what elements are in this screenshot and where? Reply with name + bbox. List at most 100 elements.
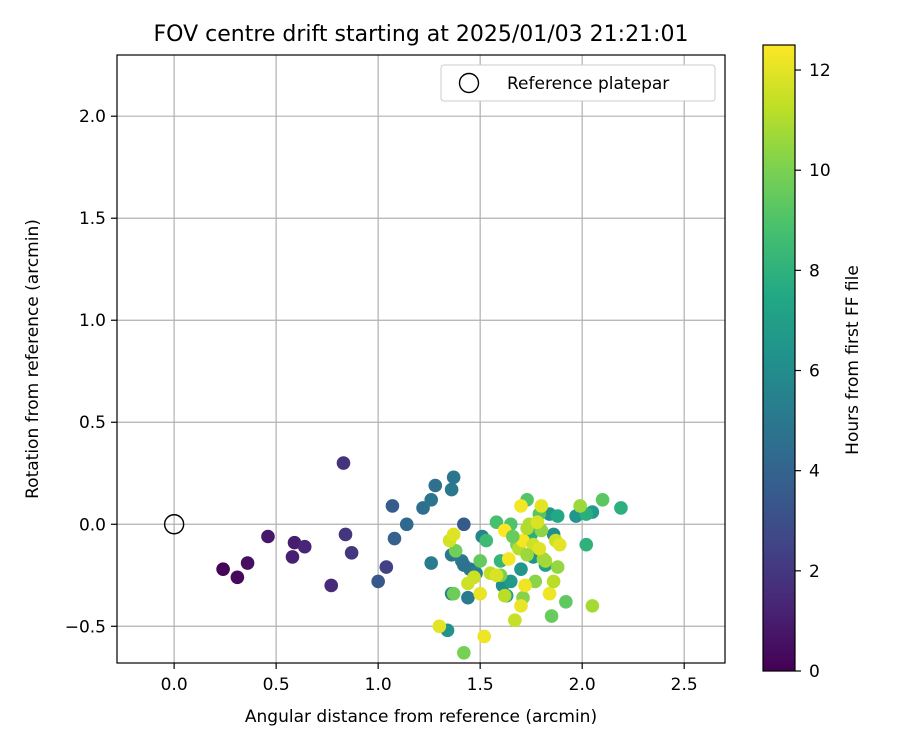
data-point [569, 509, 583, 523]
data-point [379, 560, 394, 574]
colorbar [762, 44, 796, 672]
data-point [477, 629, 492, 644]
data-point [506, 529, 520, 544]
colorbar-tick-label: 8 [809, 261, 820, 281]
x-axis-ticks: 0.0 0.5 1.0 1.5 2.0 2.5 [161, 663, 698, 695]
data-point [285, 550, 300, 564]
colorbar-ticks: 0 2 4 6 8 10 12 [795, 61, 831, 682]
data-point [424, 492, 439, 507]
data-point [344, 546, 359, 560]
colorbar-tick-label: 2 [809, 562, 820, 582]
data-point [530, 515, 545, 530]
data-point [336, 456, 351, 470]
data-point [559, 594, 573, 609]
data-point [457, 645, 471, 660]
data-point [514, 499, 528, 513]
data-point [579, 537, 594, 552]
grid-lines [117, 55, 725, 663]
data-point [585, 599, 600, 613]
data-point [520, 521, 534, 536]
x-tick-label: 1.5 [467, 675, 494, 695]
x-tick-label: 2.5 [671, 675, 698, 695]
data-point [573, 499, 587, 513]
data-point [338, 527, 353, 542]
y-axis-label: Rotation from reference (arcmin) [23, 219, 43, 499]
legend: Reference platepar [440, 64, 716, 102]
data-point [240, 556, 255, 570]
data-point [461, 590, 475, 605]
data-point [387, 531, 402, 546]
data-point [287, 535, 302, 550]
y-axis-ticks: −0.5 0.0 0.5 1.0 1.5 2.0 [65, 107, 117, 637]
colorbar-tick-label: 6 [809, 362, 820, 382]
data-point [446, 527, 461, 542]
data-point [385, 499, 400, 513]
data-point [514, 599, 528, 613]
x-tick-label: 2.0 [569, 675, 596, 695]
data-point [614, 501, 628, 515]
colorbar-tick-label: 0 [809, 662, 820, 682]
data-point [520, 548, 534, 562]
data-points [216, 456, 628, 660]
colorbar-label: Hours from first FF file [843, 265, 863, 455]
data-point [399, 517, 414, 532]
reference-marker-layer [163, 514, 185, 535]
data-point [261, 529, 275, 544]
y-tick-label: 1.5 [79, 209, 106, 229]
colorbar-tick-label: 12 [809, 61, 831, 81]
data-point [534, 499, 549, 513]
colorbar-tick-label: 10 [809, 161, 831, 181]
data-point [508, 613, 522, 627]
data-point [544, 609, 559, 623]
data-point [473, 586, 487, 601]
data-point [542, 586, 557, 601]
data-point [550, 560, 565, 574]
data-point [501, 552, 516, 566]
data-point [446, 586, 461, 601]
y-tick-label: 1.0 [79, 311, 106, 331]
data-point [489, 568, 504, 583]
colorbar-tick-label: 4 [809, 462, 820, 482]
legend-reference-label: Reference platepar [507, 74, 669, 94]
data-point [516, 533, 530, 548]
data-point [216, 562, 230, 576]
y-tick-label: 2.0 [79, 107, 106, 127]
data-point [444, 482, 459, 497]
reference-platepar-marker [163, 514, 185, 535]
x-tick-label: 0.5 [263, 675, 290, 695]
chart-title: FOV centre drift starting at 2025/01/03 … [154, 22, 689, 47]
data-point [497, 588, 512, 603]
data-point [432, 619, 447, 634]
data-point [457, 558, 471, 572]
data-point [552, 537, 567, 552]
data-point [424, 556, 439, 570]
data-point [230, 570, 245, 585]
data-point [546, 574, 561, 589]
data-point [550, 509, 565, 523]
data-point [528, 574, 543, 589]
legend-reference-marker [458, 72, 480, 94]
data-point [446, 470, 461, 485]
data-point [503, 574, 518, 589]
data-point [479, 533, 494, 548]
data-point [514, 562, 528, 576]
data-point [457, 517, 471, 532]
y-tick-label: 0.0 [79, 515, 106, 535]
data-point [595, 492, 610, 507]
data-point [536, 552, 551, 566]
data-point [297, 539, 312, 554]
y-tick-label: 0.5 [79, 413, 106, 433]
data-point [448, 543, 463, 558]
data-point [532, 541, 547, 556]
x-axis-label: Angular distance from reference (arcmin) [245, 707, 597, 727]
plot-frame [116, 54, 726, 664]
data-point [371, 574, 385, 589]
data-point [461, 576, 475, 591]
legend-box [440, 64, 716, 102]
data-point [428, 478, 443, 493]
x-tick-label: 1.0 [365, 675, 392, 695]
y-tick-label: −0.5 [65, 617, 106, 637]
data-point [518, 578, 532, 593]
x-tick-label: 0.0 [161, 675, 188, 695]
